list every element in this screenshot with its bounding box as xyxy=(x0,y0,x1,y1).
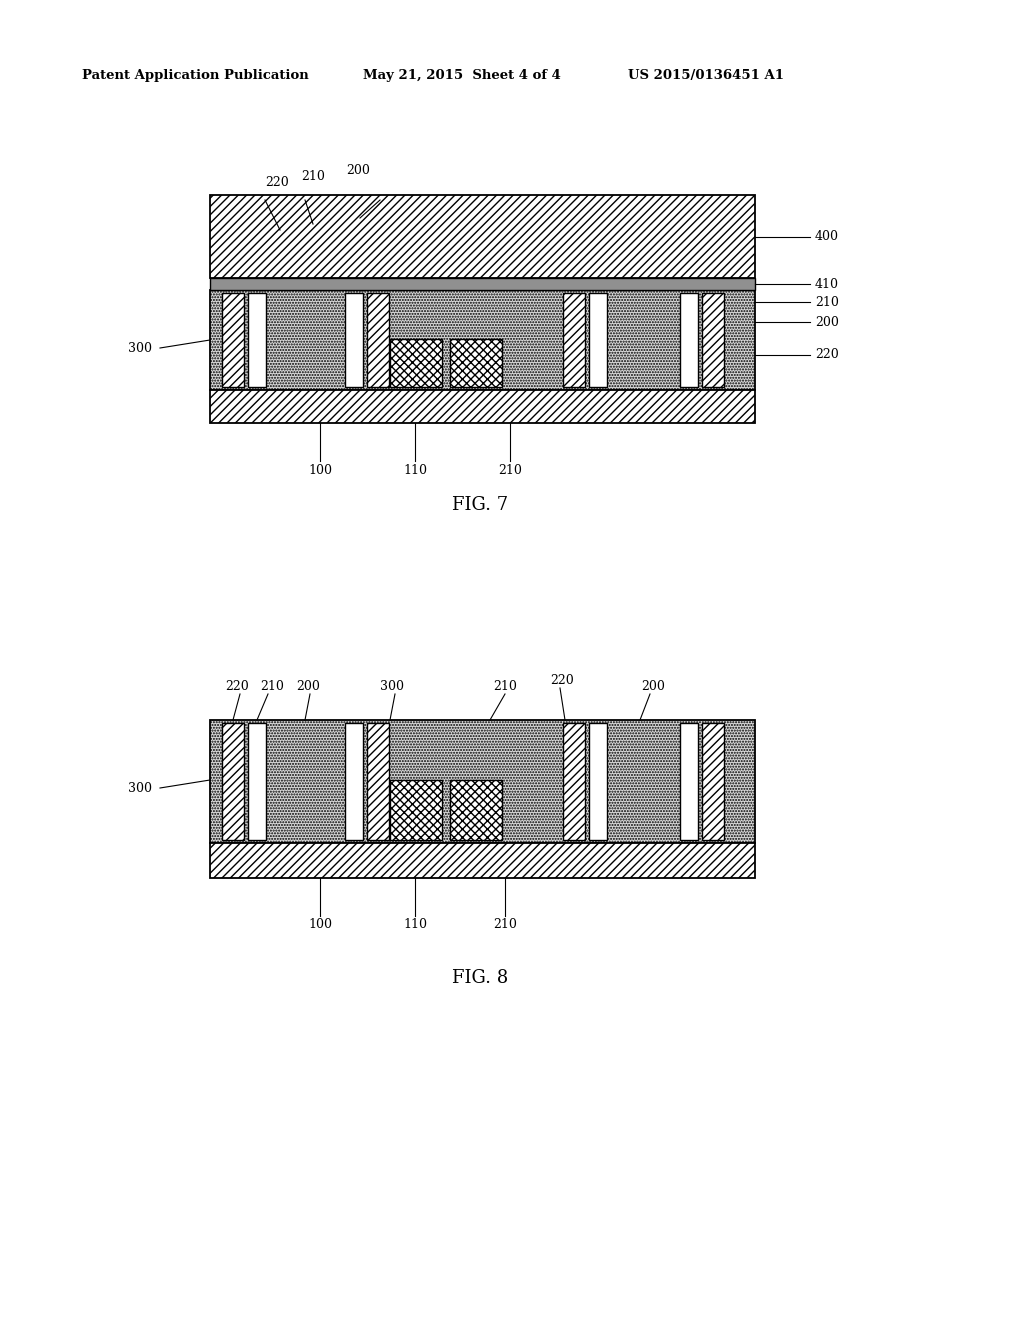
Text: 210: 210 xyxy=(494,680,517,693)
Text: 200: 200 xyxy=(815,315,839,329)
Text: 200: 200 xyxy=(296,680,319,693)
Bar xyxy=(680,293,698,387)
Bar xyxy=(450,780,502,840)
Bar xyxy=(390,780,442,840)
Text: 220: 220 xyxy=(225,680,249,693)
Bar xyxy=(367,723,389,840)
Bar xyxy=(345,723,362,840)
Bar xyxy=(450,339,502,387)
Text: 210: 210 xyxy=(260,680,284,693)
Bar xyxy=(367,293,389,387)
Text: FIG. 8: FIG. 8 xyxy=(452,969,508,987)
Text: US 2015/0136451 A1: US 2015/0136451 A1 xyxy=(628,69,784,82)
Text: 220: 220 xyxy=(815,348,839,362)
Text: 300: 300 xyxy=(380,680,404,693)
Bar xyxy=(345,293,362,387)
Bar xyxy=(589,723,607,840)
Text: 220: 220 xyxy=(265,176,289,189)
Bar xyxy=(210,279,755,290)
Text: 400: 400 xyxy=(815,231,839,243)
Bar xyxy=(222,293,244,387)
Text: May 21, 2015  Sheet 4 of 4: May 21, 2015 Sheet 4 of 4 xyxy=(362,69,561,82)
Text: 410: 410 xyxy=(815,277,839,290)
Text: 110: 110 xyxy=(403,463,427,477)
Text: 200: 200 xyxy=(346,164,370,177)
Bar xyxy=(248,723,266,840)
Bar xyxy=(702,723,724,840)
Bar xyxy=(210,195,755,279)
Bar xyxy=(248,293,266,387)
Text: 210: 210 xyxy=(815,296,839,309)
Text: 210: 210 xyxy=(498,463,522,477)
Bar xyxy=(589,293,607,387)
Text: FIG. 7: FIG. 7 xyxy=(452,496,508,513)
Bar xyxy=(210,290,755,389)
Text: 110: 110 xyxy=(403,919,427,932)
Bar xyxy=(563,723,585,840)
Text: 300: 300 xyxy=(128,342,152,355)
Text: Patent Application Publication: Patent Application Publication xyxy=(82,69,309,82)
Text: 100: 100 xyxy=(308,463,332,477)
Bar xyxy=(210,843,755,878)
Text: 100: 100 xyxy=(308,919,332,932)
Bar xyxy=(390,339,442,387)
Bar xyxy=(222,723,244,840)
Bar xyxy=(702,293,724,387)
Text: 220: 220 xyxy=(550,673,573,686)
Text: 300: 300 xyxy=(128,781,152,795)
Text: 200: 200 xyxy=(641,680,665,693)
Bar xyxy=(210,719,755,843)
Bar xyxy=(680,723,698,840)
Text: 210: 210 xyxy=(494,919,517,932)
Bar xyxy=(563,293,585,387)
Bar xyxy=(210,389,755,422)
Text: 210: 210 xyxy=(301,169,325,182)
